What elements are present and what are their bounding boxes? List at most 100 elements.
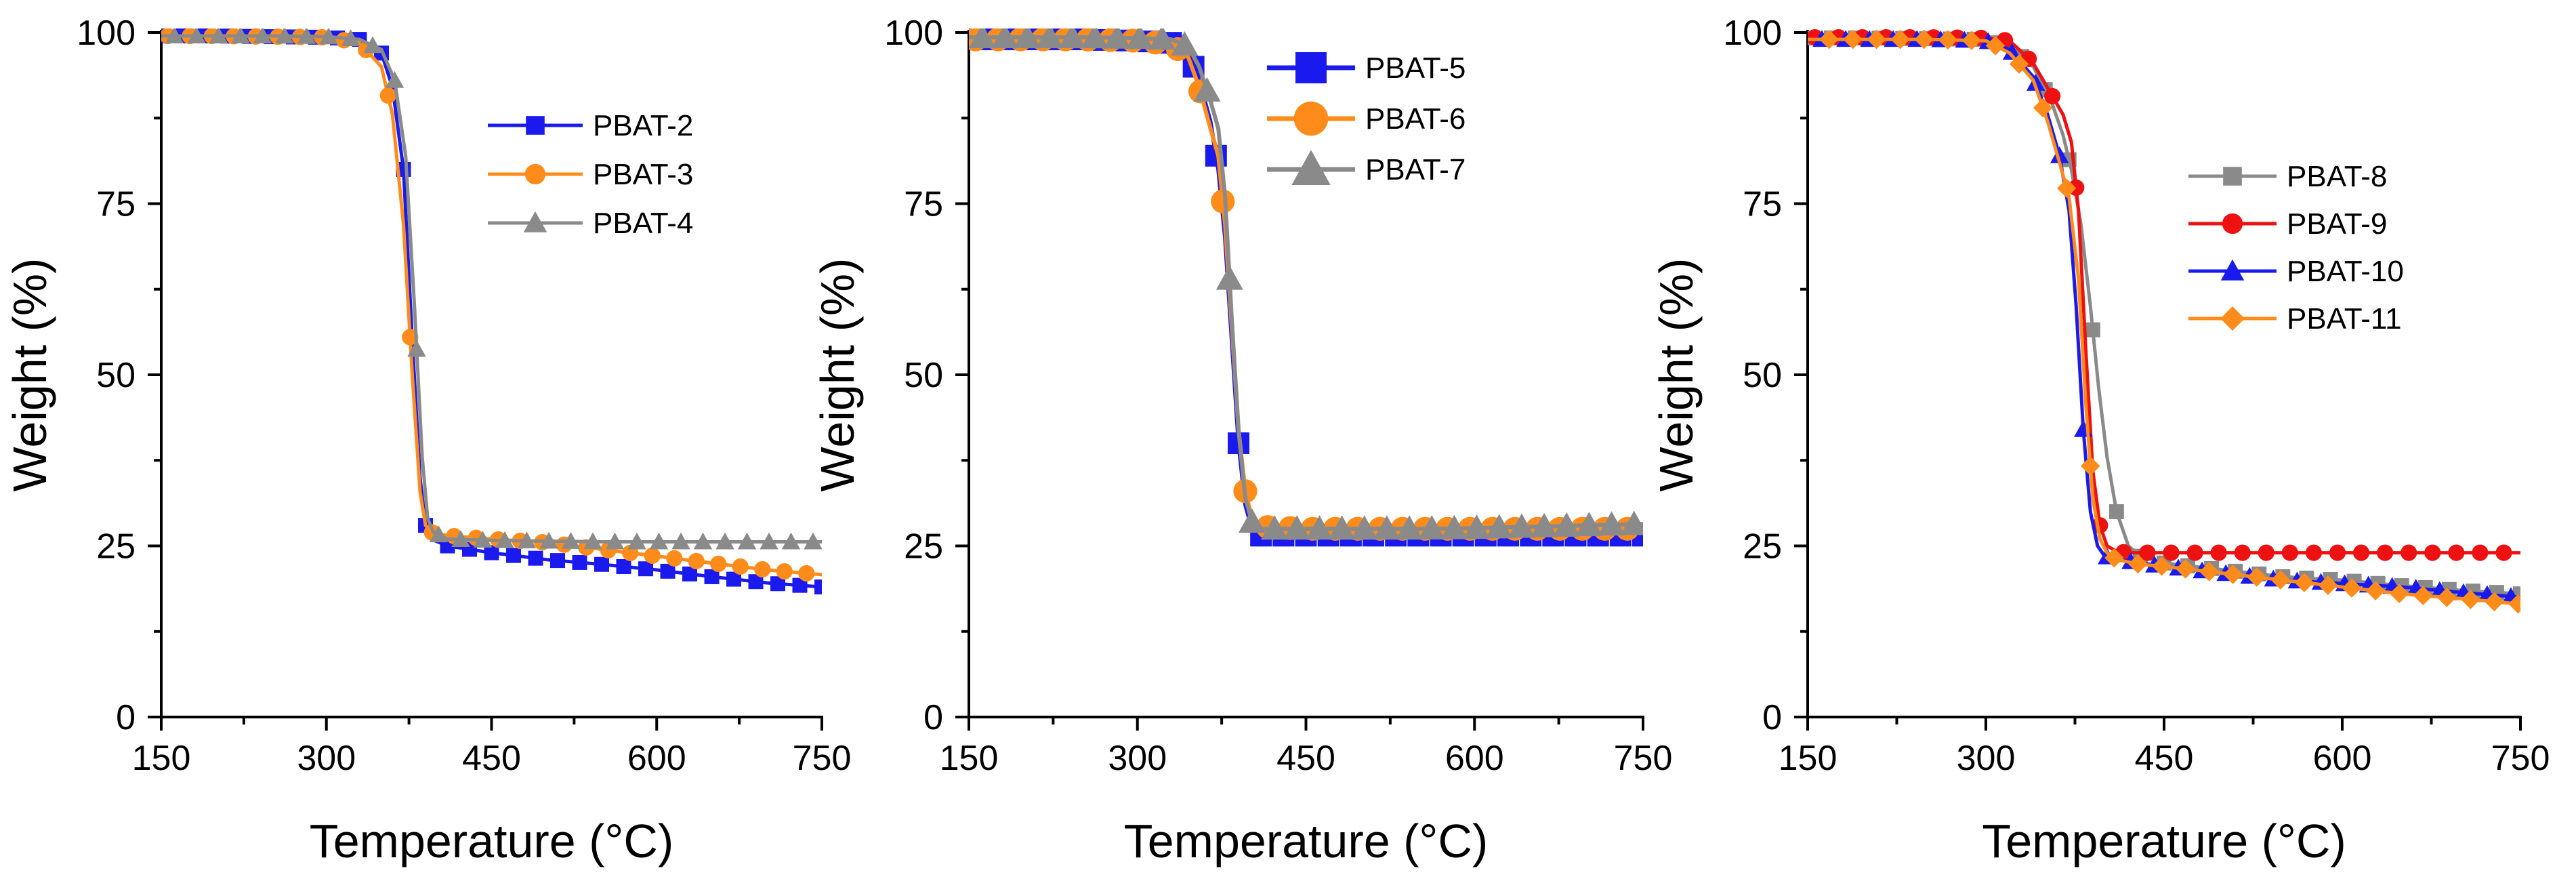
data-point bbox=[748, 574, 764, 590]
data-point bbox=[2033, 98, 2053, 118]
data-point bbox=[2085, 322, 2100, 338]
y-tick-label: 0 bbox=[1762, 698, 1782, 737]
data-point bbox=[275, 28, 294, 44]
data-point bbox=[517, 531, 537, 549]
data-point bbox=[991, 28, 1019, 49]
data-point bbox=[451, 530, 470, 548]
data-point bbox=[1485, 514, 1513, 539]
data-point bbox=[1283, 515, 1311, 540]
data-point bbox=[2389, 584, 2409, 604]
x-axis-title: Temperature (°C) bbox=[1982, 815, 2346, 867]
data-point bbox=[495, 531, 514, 548]
data-point bbox=[2329, 544, 2346, 561]
data-point bbox=[649, 532, 669, 550]
legend-item: PBAT-5 bbox=[1267, 52, 1466, 85]
series-line-pbat-3 bbox=[161, 34, 822, 577]
data-point bbox=[1126, 28, 1154, 49]
data-point bbox=[2436, 588, 2457, 607]
data-point bbox=[429, 525, 449, 543]
data-point bbox=[2210, 544, 2227, 561]
data-point bbox=[341, 29, 360, 47]
data-point bbox=[2377, 544, 2394, 561]
legend-item: PBAT-7 bbox=[1267, 150, 1466, 186]
data-point bbox=[2318, 575, 2338, 595]
data-point bbox=[688, 552, 705, 570]
data-point bbox=[1014, 28, 1041, 49]
data-point bbox=[2342, 578, 2362, 598]
data-point bbox=[1463, 514, 1491, 539]
data-point bbox=[671, 532, 690, 550]
x-axis-title: Temperature (°C) bbox=[310, 815, 674, 867]
legend-label: PBAT-9 bbox=[2287, 207, 2387, 241]
data-point bbox=[737, 532, 757, 550]
data-point bbox=[484, 545, 499, 560]
data-point bbox=[1440, 514, 1468, 539]
data-point bbox=[1620, 510, 1643, 535]
x-axis-title: Temperature (°C) bbox=[1124, 815, 1489, 867]
legend-marker bbox=[2220, 259, 2245, 281]
data-point bbox=[2258, 544, 2274, 561]
data-point bbox=[1867, 29, 1886, 49]
data-point bbox=[297, 28, 316, 44]
y-tick-label: 75 bbox=[1743, 185, 1782, 224]
legend-item: PBAT-6 bbox=[1267, 101, 1466, 136]
data-point bbox=[1961, 30, 1982, 50]
y-tick-label: 75 bbox=[904, 185, 943, 224]
data-point bbox=[2104, 548, 2124, 568]
data-point bbox=[2305, 544, 2323, 561]
x-tick-label: 750 bbox=[2491, 739, 2550, 778]
y-tick-label: 0 bbox=[116, 698, 136, 737]
legend-item: PBAT-2 bbox=[488, 109, 693, 142]
y-tick-label: 100 bbox=[884, 14, 943, 53]
data-point bbox=[1148, 28, 1176, 50]
data-point bbox=[2108, 504, 2124, 519]
data-point bbox=[539, 531, 558, 549]
data-point bbox=[732, 558, 749, 575]
data-point bbox=[1914, 29, 1934, 49]
data-point bbox=[506, 548, 521, 563]
data-point bbox=[187, 28, 206, 44]
data-point bbox=[407, 340, 426, 357]
series-line-pbat-4 bbox=[161, 34, 822, 544]
data-point bbox=[379, 87, 396, 104]
x-tick-label: 600 bbox=[2313, 739, 2372, 778]
data-point bbox=[605, 532, 625, 550]
data-point bbox=[776, 563, 793, 580]
data-point bbox=[1508, 513, 1535, 538]
data-point bbox=[693, 532, 713, 550]
plot-area bbox=[161, 28, 822, 595]
data-point bbox=[2461, 590, 2480, 609]
legend-marker bbox=[1295, 52, 1327, 83]
data-point bbox=[1193, 77, 1221, 102]
data-point bbox=[2448, 544, 2465, 561]
data-point bbox=[550, 553, 565, 569]
data-point bbox=[253, 28, 272, 44]
data-point bbox=[2495, 544, 2512, 561]
data-point bbox=[660, 563, 676, 579]
data-point bbox=[2413, 586, 2433, 606]
legend-label: PBAT-7 bbox=[1365, 153, 1466, 186]
data-point bbox=[969, 28, 996, 49]
data-point bbox=[754, 560, 771, 578]
data-point bbox=[1819, 29, 1839, 49]
data-point bbox=[1350, 515, 1378, 540]
data-point bbox=[528, 550, 543, 566]
data-point bbox=[2186, 544, 2203, 561]
data-point bbox=[363, 36, 382, 54]
legend-label: PBAT-6 bbox=[1365, 102, 1466, 136]
y-axis-title: Weight (%) bbox=[1650, 258, 1703, 492]
data-point bbox=[2044, 87, 2061, 105]
data-point bbox=[1373, 515, 1400, 540]
data-point bbox=[2485, 592, 2504, 612]
x-tick-label: 150 bbox=[1779, 739, 1837, 778]
data-point bbox=[1328, 515, 1356, 540]
data-point bbox=[1216, 265, 1243, 290]
y-tick-label: 100 bbox=[1723, 14, 1782, 53]
legend-marker bbox=[523, 211, 547, 232]
data-point bbox=[715, 532, 734, 550]
data-point bbox=[319, 28, 338, 45]
data-point bbox=[2056, 178, 2077, 199]
data-point bbox=[666, 550, 683, 567]
legend-label: PBAT-5 bbox=[1365, 52, 1466, 85]
data-point bbox=[798, 565, 815, 582]
